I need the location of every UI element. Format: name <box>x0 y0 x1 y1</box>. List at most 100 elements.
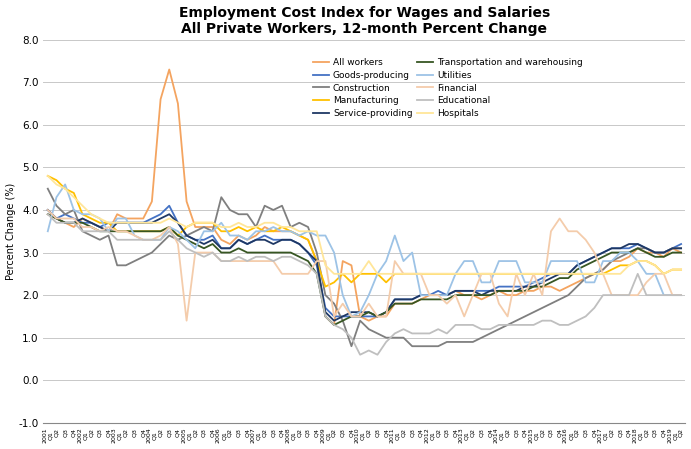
Construction <box>677 246 685 251</box>
Financial <box>677 292 685 298</box>
Service-providing <box>44 207 52 213</box>
Service-providing <box>408 297 416 302</box>
Goods-producing <box>165 203 173 208</box>
Utilities <box>348 314 356 319</box>
Utilities <box>408 250 416 255</box>
All workers <box>191 224 200 230</box>
Goods-producing <box>408 297 416 302</box>
Title: Employment Cost Index for Wages and Salaries
All Private Workers, 12-month Perce: Employment Cost Index for Wages and Sala… <box>179 5 550 36</box>
Y-axis label: Percent Change (%): Percent Change (%) <box>6 183 16 280</box>
Educational <box>44 211 52 217</box>
Utilities <box>261 229 269 234</box>
Hospitals <box>625 263 633 268</box>
Manufacturing <box>252 224 260 230</box>
Construction <box>173 237 182 242</box>
All workers <box>417 297 425 302</box>
Educational <box>625 292 633 298</box>
Legend: All workers, Goods-producing, Construction, Manufacturing, Service-providing, Tr: All workers, Goods-producing, Constructi… <box>310 56 585 121</box>
Financial <box>625 292 633 298</box>
Utilities <box>191 246 200 251</box>
Goods-producing <box>182 233 191 238</box>
All workers <box>165 67 173 72</box>
Goods-producing <box>677 242 685 247</box>
Financial <box>408 271 416 277</box>
Hospitals <box>173 220 182 225</box>
Financial <box>182 318 191 323</box>
Utilities <box>417 292 425 298</box>
Financial <box>399 271 408 277</box>
Transportation and warehousing <box>330 322 338 328</box>
Utilities <box>61 182 69 187</box>
Line: Manufacturing: Manufacturing <box>48 176 681 286</box>
All workers <box>634 246 642 251</box>
Construction <box>252 224 260 230</box>
Line: All workers: All workers <box>48 70 681 325</box>
Service-providing <box>399 297 408 302</box>
Hospitals <box>677 267 685 272</box>
All workers <box>408 301 416 306</box>
Educational <box>408 331 416 336</box>
Transportation and warehousing <box>625 250 633 255</box>
Educational <box>356 352 364 357</box>
Line: Service-providing: Service-providing <box>48 210 681 321</box>
Hospitals <box>44 173 52 179</box>
Utilities <box>44 229 52 234</box>
Goods-producing <box>44 207 52 213</box>
Goods-producing <box>634 242 642 247</box>
Hospitals <box>252 224 260 230</box>
Transportation and warehousing <box>399 301 408 306</box>
Manufacturing <box>182 224 191 230</box>
Construction <box>348 343 356 349</box>
Educational <box>173 237 182 242</box>
Manufacturing <box>399 271 408 277</box>
Educational <box>252 254 260 260</box>
All workers <box>330 322 338 328</box>
Construction <box>182 233 191 238</box>
Line: Hospitals: Hospitals <box>48 176 681 274</box>
Financial <box>191 250 200 255</box>
Hospitals <box>182 224 191 230</box>
Transportation and warehousing <box>173 233 182 238</box>
Construction <box>625 250 633 255</box>
Manufacturing <box>677 267 685 272</box>
Line: Utilities: Utilities <box>48 185 681 317</box>
Financial <box>44 207 52 213</box>
Service-providing <box>625 242 633 247</box>
Utilities <box>182 237 191 242</box>
Construction <box>399 335 408 340</box>
Line: Construction: Construction <box>48 189 681 346</box>
Financial <box>173 242 182 247</box>
Transportation and warehousing <box>677 250 685 255</box>
Financial <box>261 258 269 264</box>
All workers <box>44 211 52 217</box>
Manufacturing <box>321 284 330 289</box>
Service-providing <box>252 237 260 242</box>
Line: Financial: Financial <box>48 210 681 321</box>
Service-providing <box>330 318 338 323</box>
Line: Goods-producing: Goods-producing <box>48 206 681 317</box>
Hospitals <box>408 271 416 277</box>
Hospitals <box>399 271 408 277</box>
All workers <box>182 199 191 204</box>
Manufacturing <box>173 233 182 238</box>
Transportation and warehousing <box>408 301 416 306</box>
Transportation and warehousing <box>182 237 191 242</box>
Goods-producing <box>261 233 269 238</box>
Construction <box>44 186 52 191</box>
Manufacturing <box>44 173 52 179</box>
Line: Educational: Educational <box>48 214 681 355</box>
Service-providing <box>677 246 685 251</box>
Goods-producing <box>417 292 425 298</box>
Service-providing <box>182 233 191 238</box>
Educational <box>182 246 191 251</box>
Educational <box>677 292 685 298</box>
Utilities <box>634 258 642 264</box>
Construction <box>408 343 416 349</box>
Goods-producing <box>191 237 200 242</box>
Utilities <box>677 292 685 298</box>
Transportation and warehousing <box>44 211 52 217</box>
Service-providing <box>173 220 182 225</box>
Line: Transportation and warehousing: Transportation and warehousing <box>48 214 681 325</box>
Educational <box>399 326 408 332</box>
All workers <box>677 250 685 255</box>
